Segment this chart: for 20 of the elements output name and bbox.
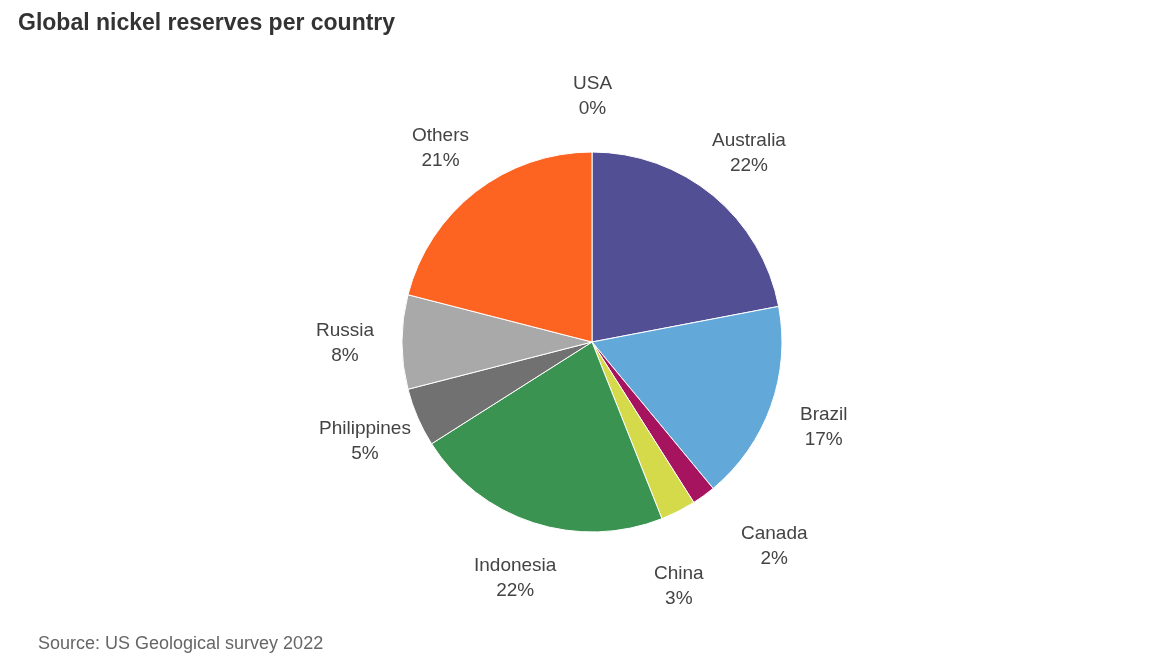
data-label: 8% [331,343,359,365]
slice-label: Philippines [319,417,411,438]
data-label: 2% [760,546,789,568]
data-label: 3% [665,586,693,608]
chart-title: Global nickel reserves per country [18,9,396,36]
slice-label: Russia [316,319,375,340]
data-label: 22% [496,578,535,600]
data-label: 22% [729,153,769,175]
data-label: 17% [804,427,843,449]
slice-label: Others [412,124,470,145]
slice-label: Canada [741,522,808,543]
source-note: Source: US Geological survey 2022 [38,633,324,653]
slice-label: Australia [712,129,787,150]
data-label: 5% [351,441,379,463]
category-label: USA [573,72,613,93]
data-label: 21% [421,148,460,170]
slice-label: China [654,562,705,583]
slice-label: Indonesia [474,554,557,575]
text: 0% [578,96,607,118]
slice-label: Brazil [800,403,848,424]
